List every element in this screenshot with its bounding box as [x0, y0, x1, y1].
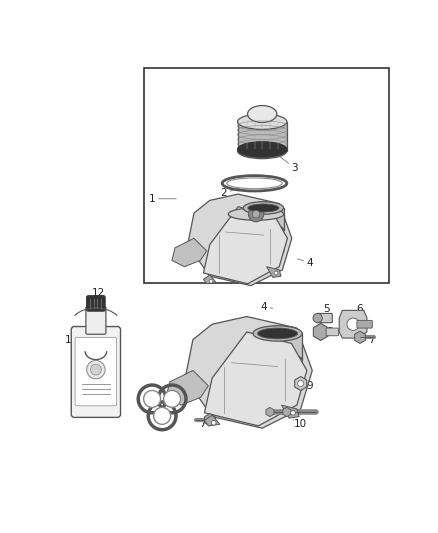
Polygon shape	[339, 310, 367, 338]
Bar	[253, 334, 302, 360]
Bar	[237, 122, 287, 151]
Text: 7: 7	[364, 335, 375, 345]
FancyBboxPatch shape	[86, 306, 106, 334]
Ellipse shape	[237, 114, 287, 130]
FancyBboxPatch shape	[87, 296, 105, 311]
Bar	[243, 208, 284, 230]
Ellipse shape	[258, 328, 298, 339]
Polygon shape	[205, 332, 307, 426]
Circle shape	[248, 206, 264, 222]
FancyBboxPatch shape	[71, 327, 120, 417]
Ellipse shape	[247, 106, 277, 123]
Circle shape	[212, 421, 216, 425]
Ellipse shape	[248, 204, 279, 212]
Text: 11: 11	[163, 394, 177, 404]
Text: 8: 8	[324, 327, 333, 337]
Text: 10: 10	[293, 419, 307, 429]
Polygon shape	[172, 238, 207, 266]
Bar	[145, 68, 389, 284]
Polygon shape	[185, 317, 312, 428]
Bar	[228, 214, 284, 251]
Text: 3: 3	[280, 157, 298, 173]
Ellipse shape	[243, 224, 284, 237]
Text: 13: 13	[65, 335, 82, 345]
Ellipse shape	[228, 245, 284, 257]
Polygon shape	[204, 207, 287, 284]
Text: 6: 6	[355, 304, 363, 318]
FancyBboxPatch shape	[357, 320, 372, 328]
FancyBboxPatch shape	[75, 337, 117, 406]
Text: 12: 12	[92, 288, 105, 301]
Polygon shape	[204, 275, 216, 284]
Text: 5: 5	[321, 304, 330, 316]
Circle shape	[154, 407, 170, 424]
Ellipse shape	[253, 353, 302, 368]
FancyBboxPatch shape	[317, 313, 332, 322]
Circle shape	[291, 410, 295, 415]
Circle shape	[252, 210, 260, 218]
Ellipse shape	[253, 326, 302, 341]
Polygon shape	[205, 415, 220, 426]
Polygon shape	[166, 370, 208, 405]
Circle shape	[164, 391, 180, 407]
Ellipse shape	[228, 208, 284, 220]
Circle shape	[298, 381, 304, 386]
Circle shape	[274, 271, 278, 275]
Circle shape	[209, 279, 213, 283]
Polygon shape	[267, 266, 281, 278]
Ellipse shape	[243, 201, 284, 214]
Circle shape	[87, 360, 105, 379]
FancyBboxPatch shape	[326, 328, 339, 336]
Text: 4: 4	[261, 302, 272, 311]
Ellipse shape	[313, 313, 322, 322]
Text: 2: 2	[220, 188, 240, 198]
Circle shape	[91, 364, 101, 375]
Ellipse shape	[237, 142, 287, 157]
Polygon shape	[187, 194, 292, 286]
Ellipse shape	[237, 143, 287, 159]
Text: 7: 7	[199, 418, 210, 429]
Circle shape	[144, 391, 161, 407]
Text: 4: 4	[297, 257, 313, 268]
Text: 1: 1	[149, 193, 176, 204]
Polygon shape	[282, 405, 299, 418]
Circle shape	[347, 318, 359, 330]
Text: 9: 9	[304, 381, 313, 391]
